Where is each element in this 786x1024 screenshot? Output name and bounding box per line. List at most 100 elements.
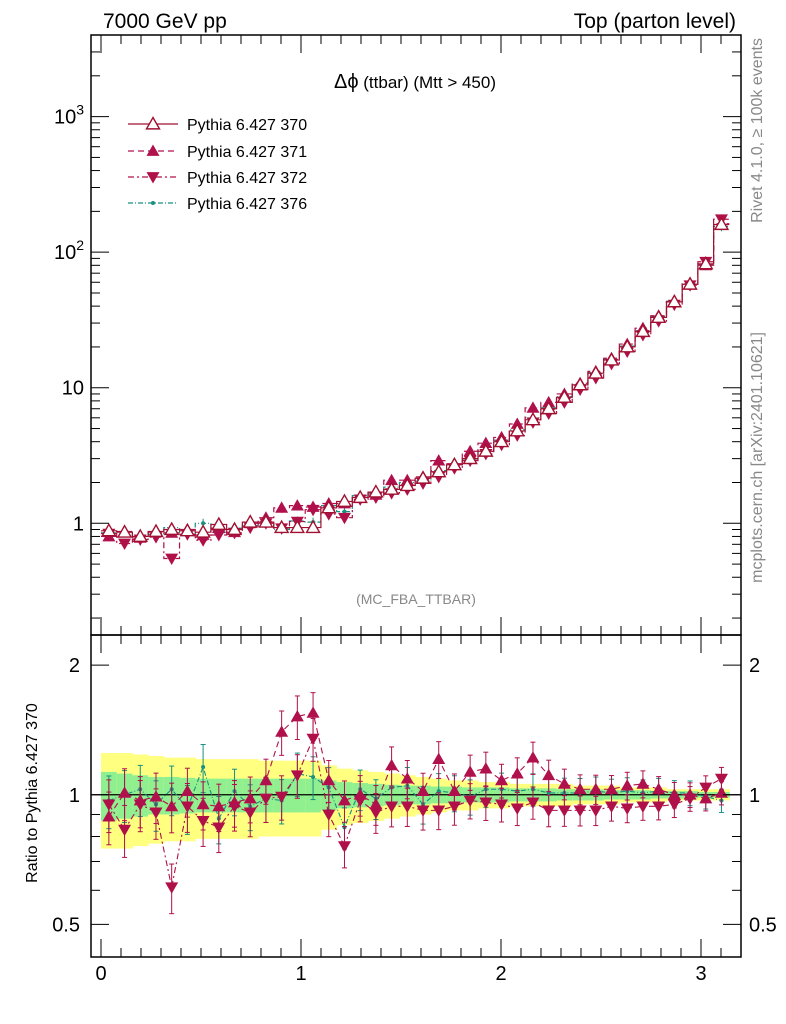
main-point — [336, 493, 353, 508]
ratio-point — [699, 792, 713, 804]
ratio-point — [201, 765, 206, 770]
ratio-point — [589, 805, 603, 817]
ratio-point — [620, 803, 634, 815]
ratio-point — [290, 709, 304, 722]
main-point — [635, 323, 651, 338]
rivet-label: Rivet 4.1.0, ≥ 100k events — [749, 38, 766, 223]
main-point — [698, 255, 714, 270]
main-marks — [101, 214, 730, 566]
main-series-372 — [101, 214, 730, 566]
main-point — [148, 523, 164, 538]
main-line — [101, 218, 730, 560]
ratio-point — [118, 786, 132, 798]
main-point — [385, 473, 399, 486]
ratio-point — [495, 773, 509, 786]
ratio-point — [510, 803, 524, 815]
ratio-ytick-label: 1 — [69, 785, 80, 807]
ratio-point — [322, 773, 336, 786]
x-tick-label: 2 — [495, 963, 506, 985]
main-point — [540, 400, 557, 415]
main-point — [478, 443, 494, 457]
ratio-point — [306, 733, 320, 746]
ratio-point — [714, 773, 728, 786]
ratio-point — [557, 805, 571, 817]
ratio-point — [526, 797, 540, 809]
ratio-point — [652, 782, 666, 795]
ratio-point — [180, 784, 194, 796]
main-point — [305, 519, 321, 534]
main-point — [101, 522, 117, 537]
ytick-base: 10 — [62, 378, 84, 400]
main-ytick-label: 10 — [62, 378, 84, 400]
main-point — [462, 450, 478, 465]
main-point — [682, 276, 698, 290]
ratio-point — [353, 788, 367, 800]
legend-dot-icon — [151, 201, 155, 205]
main-point — [463, 444, 477, 457]
main-point — [619, 339, 635, 353]
ratio-point — [652, 801, 666, 813]
legend-filled-triangle-down-icon — [146, 172, 160, 184]
x-tick-label: 1 — [295, 963, 306, 985]
ratio-ytick-label: 2 — [69, 655, 80, 677]
main-point — [179, 522, 196, 537]
ratio-ytick-label-right: 1 — [749, 785, 760, 807]
ratio-point — [436, 789, 441, 794]
legend-label-376: Pythia 6.427 376 — [187, 196, 307, 213]
ratio-point — [212, 799, 226, 812]
main-point — [321, 499, 337, 514]
ratio-line — [108, 712, 722, 817]
ratio-point — [416, 784, 430, 796]
title-text: (ttbar) (Mtt > 450) — [359, 73, 496, 92]
x-tick-labels: 0 1 2 3 — [95, 963, 706, 985]
main-point — [163, 521, 180, 536]
ratio-point — [385, 801, 399, 813]
legend-label-370: Pythia 6.427 370 — [187, 117, 307, 134]
main-point — [666, 293, 683, 308]
main-series-376 — [101, 221, 730, 540]
main-ytick-label: 1 — [73, 513, 84, 535]
main-ytick-label: 103 — [54, 102, 84, 129]
main-point — [588, 365, 604, 379]
ratio-line — [108, 765, 722, 829]
legend-label-371: Pythia 6.427 371 — [187, 144, 307, 161]
ratio-point — [620, 779, 634, 791]
ratio-point — [369, 797, 383, 810]
main-point — [399, 477, 416, 492]
ratio-point — [542, 768, 556, 781]
ratio-point — [385, 758, 399, 771]
ratio-point — [290, 770, 304, 782]
ratio-point — [102, 810, 116, 822]
ratio-point — [311, 774, 316, 779]
ytick-base: 10 — [54, 107, 76, 129]
main-point — [289, 519, 306, 534]
main-line — [101, 223, 730, 539]
main-line — [101, 225, 730, 536]
main-point — [342, 509, 347, 514]
x-tick-label: 0 — [95, 963, 106, 985]
main-point — [258, 514, 274, 528]
main-line — [101, 223, 730, 538]
ratio-point — [259, 773, 273, 786]
main-point — [509, 423, 525, 437]
ratio-point — [149, 790, 163, 802]
ratio-ytick-label-right: 0.5 — [749, 914, 777, 936]
legend-label-372: Pythia 6.427 372 — [187, 170, 307, 187]
main-ticks — [91, 34, 742, 635]
ratio-point — [557, 777, 571, 789]
ratio-point — [573, 782, 587, 795]
main-point — [368, 484, 384, 498]
ratio-point — [636, 777, 650, 789]
ratio-point — [667, 788, 681, 800]
ratio-point — [228, 795, 242, 808]
ratio-point — [196, 797, 210, 810]
main-point — [132, 528, 148, 543]
title-symbol: Δϕ — [334, 71, 359, 93]
ratio-point — [337, 793, 351, 806]
main-point — [650, 309, 667, 324]
ytick-exponent: 2 — [76, 237, 84, 253]
ytick-base: 1 — [73, 513, 84, 535]
legend-open-triangle-icon — [145, 116, 161, 130]
ratio-point — [432, 752, 446, 765]
